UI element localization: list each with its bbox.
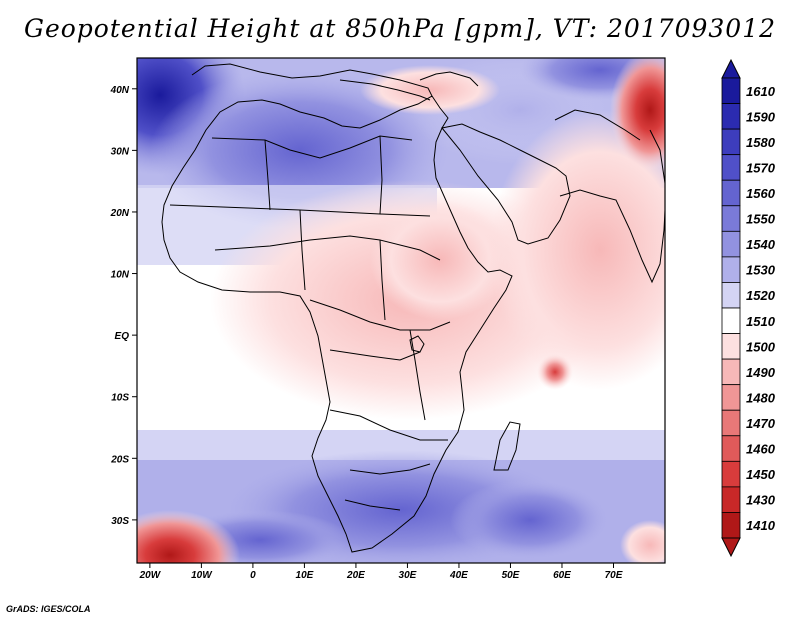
colorbar-swatch [721,230,741,258]
colorbar-swatch [721,282,741,309]
colorbar-swatch [721,205,741,232]
colorbar-swatch [721,435,741,462]
colorbar-label: 1540 [746,237,776,252]
colorbar-swatch [721,77,741,104]
y-tick-label: 10S [111,393,129,404]
colorbar-label: 1470 [746,416,776,431]
y-tick-label: 10N [111,270,130,281]
colorbar-swatch [721,512,741,539]
colorbar-swatch [721,103,741,130]
y-tick-label: 20N [110,208,130,219]
y-tick-label: 30S [111,516,129,527]
colorbar-top-arrow [721,58,741,79]
y-tick-label: 30N [111,146,130,157]
colorbar-swatch [721,486,741,513]
colorbar-swatch [721,307,741,334]
colorbar: 1610 1590 1580 1570 1560 1550 1540 1530 1520 1510… [721,58,776,558]
x-tick-label: 70E [605,570,623,581]
x-tick-label: 30E [399,570,417,581]
colorbar-label: 1430 [746,493,776,508]
y-tick-label: 20S [110,454,129,465]
map-title: Geopotential Height at 850hPa [gpm], VT:… [23,14,777,43]
colorbar-swatch [721,358,741,386]
grads-credit: GrADS: IGES/COLA [6,604,91,614]
map-frame [136,57,666,564]
colorbar-swatch [721,128,741,156]
y-tick-label: 40N [110,85,130,96]
colorbar-label: 1570 [746,160,776,175]
x-tick-label: 10E [296,570,314,581]
colorbar-swatch [721,256,741,283]
colorbar-label: 1500 [746,339,776,354]
colorbar-label: 1410 [746,518,776,533]
x-tick-label: 20E [346,570,365,581]
colorbar-label: 1460 [746,442,776,457]
colorbar-swatch [721,154,741,181]
colorbar-swatch [721,460,741,488]
x-tick-label: 20W [139,570,162,581]
colorbar-swatch [721,384,741,411]
colorbar-label: 1530 [746,263,776,278]
x-tick-label: 0 [250,570,256,581]
colorbar-swatch [721,409,741,437]
colorbar-label: 1550 [746,212,776,227]
colorbar-swatch [721,179,741,207]
colorbar-label: 1580 [746,135,776,150]
colorbar-label: 1490 [746,365,776,380]
colorbar-label: 1450 [746,467,776,482]
colorbar-label: 1480 [746,390,776,405]
colorbar-swatch [721,333,741,360]
colorbar-label: 1590 [746,109,776,124]
height-field [137,58,665,563]
x-axis: 20W 10W 0 10E 20E 30E 40E 50E 60E 70E [139,563,623,581]
y-tick-label: EQ [115,331,130,342]
x-tick-label: 10W [191,570,213,581]
colorbar-label: 1510 [746,314,776,329]
y-axis: 40N 30N 20N 10N EQ 10S 20S 30S [110,85,137,527]
colorbar-label: 1610 [746,84,776,99]
colorbar-label: 1520 [746,288,776,303]
colorbar-label: 1560 [746,186,776,201]
x-tick-label: 60E [553,570,571,581]
x-tick-label: 50E [502,570,520,581]
x-tick-label: 40E [449,570,468,581]
coastlines [161,63,665,553]
colorbar-bottom-arrow [721,537,741,558]
